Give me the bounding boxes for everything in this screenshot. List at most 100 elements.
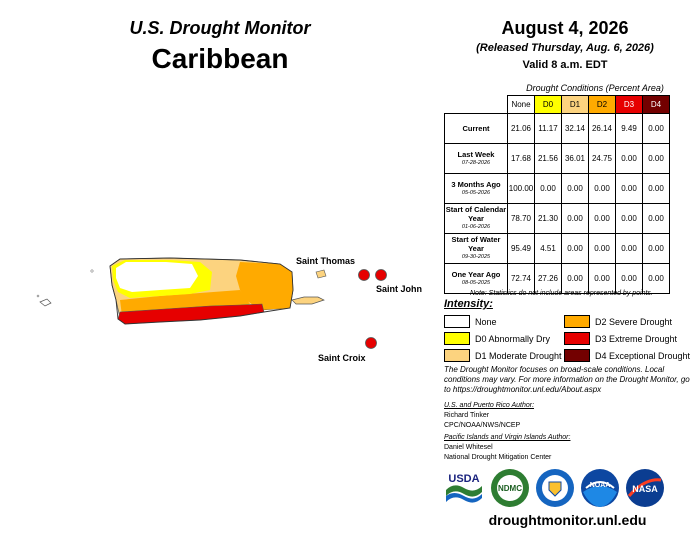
cell-d2: 0.00 bbox=[588, 263, 616, 294]
pr-none-region bbox=[116, 262, 198, 292]
row-label: Current bbox=[444, 113, 508, 144]
cell-d0: 21.56 bbox=[534, 143, 562, 174]
cell-d3: 9.49 bbox=[615, 113, 643, 144]
legend-item: D4 Exceptional Drought bbox=[564, 349, 690, 362]
cell-d1: 0.00 bbox=[561, 203, 589, 234]
cell-d3: 0.00 bbox=[615, 173, 643, 204]
cell-d4: 0.00 bbox=[642, 143, 670, 174]
row-label-text: Current bbox=[462, 124, 490, 133]
cell-d4: 0.00 bbox=[642, 263, 670, 294]
saint-john-label: Saint John bbox=[376, 284, 423, 294]
legend-label: D4 Exceptional Drought bbox=[595, 350, 691, 361]
column-header-none: None bbox=[507, 95, 535, 114]
table-row: Start of Water Year 09-30-2025 95.49 4.51 0.… bbox=[444, 233, 670, 264]
legend-item: D0 Abnormally Dry bbox=[444, 332, 550, 345]
map-header: U.S. Drought Monitor Caribbean bbox=[60, 18, 380, 75]
legend-swatch bbox=[564, 315, 590, 328]
pr-author-block: U.S. and Puerto Rico Author: Richard Tin… bbox=[444, 401, 534, 431]
legend-swatch bbox=[564, 332, 590, 345]
monito-island bbox=[36, 294, 40, 298]
noaa-logo: NOAA bbox=[580, 468, 620, 508]
pr-author-name: Richard Tinker bbox=[444, 412, 490, 419]
saint-thomas-marker bbox=[358, 269, 370, 281]
ndmc-logo: NDMC bbox=[490, 468, 530, 508]
row-label: 3 Months Ago 05-05-2026 bbox=[444, 173, 508, 204]
row-label-text: Start of Calendar Year bbox=[445, 205, 507, 223]
legend-swatch bbox=[444, 315, 470, 328]
row-label: One Year Ago 08-05-2025 bbox=[444, 263, 508, 294]
row-label-date: 07-28-2026 bbox=[461, 159, 491, 166]
legend-label: D2 Severe Drought bbox=[595, 316, 673, 327]
region-title: Caribbean bbox=[151, 43, 289, 74]
info-text: The Drought Monitor focuses on broad-sca… bbox=[444, 365, 690, 394]
cell-d3: 0.00 bbox=[615, 203, 643, 234]
cell-d4: 0.00 bbox=[642, 173, 670, 204]
culebra-island bbox=[315, 269, 327, 279]
saint-john-marker bbox=[375, 269, 387, 281]
legend-swatch bbox=[564, 349, 590, 362]
row-label-text: One Year Ago bbox=[451, 269, 501, 279]
legend-title: Intensity: bbox=[444, 298, 493, 310]
pr-author-org: CPC/NOAA/NWS/NCEP bbox=[444, 422, 521, 429]
cell-d2: 24.75 bbox=[588, 143, 616, 174]
map-date: August 4, 2026 bbox=[501, 18, 629, 38]
cell-d4: 0.00 bbox=[642, 203, 670, 234]
row-label-date: 05-05-2026 bbox=[461, 189, 491, 196]
column-header-d0: D0 bbox=[534, 95, 562, 114]
cell-d4: 0.00 bbox=[642, 113, 670, 144]
legend-item: D3 Extreme Drought bbox=[564, 332, 677, 345]
saint-croix-label: Saint Croix bbox=[318, 353, 366, 363]
legend-item: None bbox=[444, 315, 497, 328]
saint-thomas-label: Saint Thomas bbox=[296, 256, 356, 266]
pr-outline bbox=[109, 257, 294, 325]
cell-d2: 0.00 bbox=[588, 233, 616, 264]
pi-author-block: Pacific Islands and Virgin Islands Autho… bbox=[444, 433, 570, 463]
cell-d1: 0.00 bbox=[561, 263, 589, 294]
cell-none: 21.06 bbox=[507, 113, 535, 144]
usda-text: USDA bbox=[448, 473, 479, 485]
cell-d3: 0.00 bbox=[615, 143, 643, 174]
legend-swatch bbox=[444, 349, 470, 362]
puerto-rico bbox=[109, 257, 294, 325]
pi-author-org: National Drought Mitigation Center bbox=[444, 454, 552, 461]
column-header-d3: D3 bbox=[615, 95, 643, 114]
cell-d1: 36.01 bbox=[561, 143, 589, 174]
cell-d2: 0.00 bbox=[588, 173, 616, 204]
table-title: Drought Conditions (Percent Area) bbox=[526, 83, 664, 93]
row-label-date: 09-30-2025 bbox=[461, 254, 491, 260]
doc-seal-logo bbox=[535, 468, 575, 508]
pr-author-heading: U.S. and Puerto Rico Author: bbox=[444, 402, 535, 409]
cell-none: 17.68 bbox=[507, 143, 535, 174]
row-label: Start of Water Year 09-30-2025 bbox=[444, 233, 508, 264]
cell-d0: 4.51 bbox=[534, 233, 562, 264]
legend-label: D1 Moderate Drought bbox=[475, 350, 562, 361]
row-label-text: Last Week bbox=[457, 149, 495, 159]
table-row: Current 21.06 11.17 32.14 26.14 9.49 0.00 bbox=[444, 113, 670, 144]
cell-none: 78.70 bbox=[507, 203, 535, 234]
date-header: August 4, 2026 (Released Thursday, Aug. … bbox=[440, 18, 690, 71]
valid-time: Valid 8 a.m. EDT bbox=[522, 59, 608, 71]
usda-logo: USDA bbox=[444, 468, 484, 508]
cell-d0: 0.00 bbox=[534, 173, 562, 204]
cell-d1: 32.14 bbox=[561, 113, 589, 144]
cell-d0: 11.17 bbox=[534, 113, 562, 144]
cell-d0: 21.30 bbox=[534, 203, 562, 234]
table-note: Note: Statistics do not include areas re… bbox=[470, 290, 653, 297]
ndmc-text: NDMC bbox=[498, 484, 522, 493]
legend-label: D0 Abnormally Dry bbox=[475, 333, 551, 344]
monitor-title: U.S. Drought Monitor bbox=[129, 18, 311, 38]
nasa-logo: NASA bbox=[625, 468, 665, 508]
row-label-text: 3 Months Ago bbox=[451, 179, 501, 189]
table-row: One Year Ago 08-05-2025 72.74 27.26 0.00 0.00… bbox=[444, 263, 670, 294]
legend-swatch bbox=[444, 332, 470, 345]
cell-d1: 0.00 bbox=[561, 173, 589, 204]
cell-none: 72.74 bbox=[507, 263, 535, 294]
row-label: Start of Calendar Year 01-06-2026 bbox=[444, 203, 508, 234]
desecheo-island bbox=[90, 269, 94, 273]
cell-d0: 27.26 bbox=[534, 263, 562, 294]
website-url[interactable]: droughtmonitor.unl.edu bbox=[488, 512, 647, 528]
row-label-date: 01-06-2026 bbox=[461, 224, 491, 230]
column-header-d4: D4 bbox=[642, 95, 670, 114]
cell-d3: 0.00 bbox=[615, 263, 643, 294]
drought-stats-table: None D0 D1 D2 D3 D4 Current 21.06 11.17 32.14 26.… bbox=[444, 95, 670, 294]
